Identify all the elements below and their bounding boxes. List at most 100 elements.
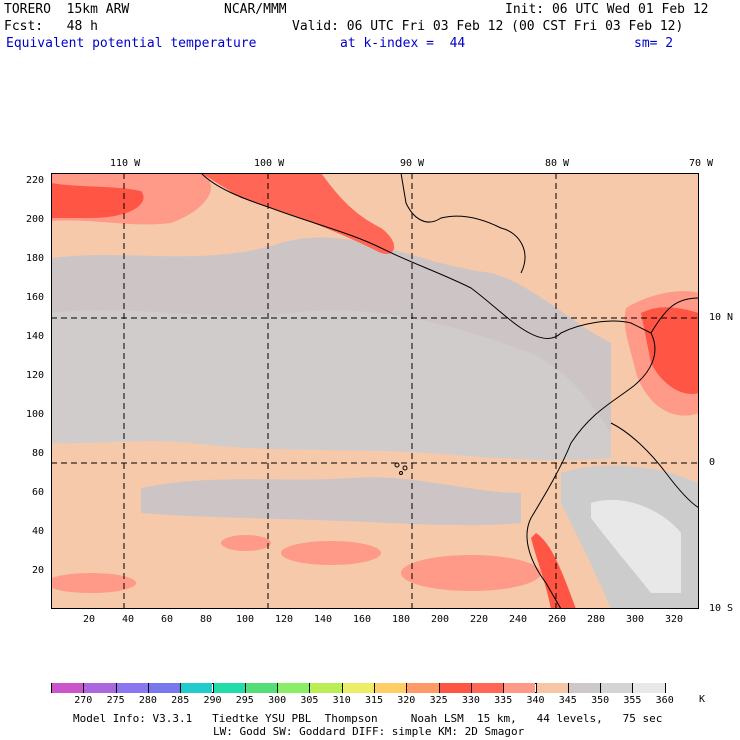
x-tick: 60 — [161, 614, 174, 625]
lon-label-70w: 70 W — [689, 158, 714, 169]
colorbar-swatch — [83, 683, 116, 693]
x-tick: 140 — [314, 614, 333, 625]
colorbar-label: 280 — [138, 695, 157, 706]
x-tick: 180 — [392, 614, 411, 625]
colorbar-swatch — [244, 683, 278, 693]
border-south-america — [610, 422, 700, 509]
colorbar-label: 295 — [235, 695, 254, 706]
colorbar-label: 355 — [623, 695, 642, 706]
colorbar-label: 305 — [300, 695, 319, 706]
forecast-hour: Fcst: 48 h — [4, 19, 98, 34]
theta-e-band-350 — [51, 310, 611, 461]
colorbar-label: 325 — [429, 695, 448, 706]
map-panel — [46, 172, 700, 610]
x-tick: 200 — [431, 614, 450, 625]
y-tick: 220 — [26, 175, 45, 186]
x-tick: 260 — [548, 614, 567, 625]
model-info: Model Info: V3.3.1 Tiedtke YSU PBL Thomp… — [73, 712, 663, 725]
x-tick: 300 — [626, 614, 645, 625]
colorbar-label: 360 — [655, 695, 674, 706]
lat-label-10s: 10 S — [709, 603, 734, 614]
theta-e-band-330-nw — [51, 183, 144, 218]
theta-e-band-345-south — [141, 477, 521, 526]
org-label: NCAR/MMM — [224, 2, 287, 17]
theta-e-map — [46, 172, 700, 610]
x-tick: 280 — [587, 614, 606, 625]
colorbar-label: 275 — [106, 695, 125, 706]
lon-label-90w: 90 W — [400, 158, 425, 169]
colorbar-swatch — [51, 683, 84, 693]
colorbar-label: 345 — [558, 695, 577, 706]
theta-e-band-330-colombia — [641, 307, 699, 394]
colorbar-swatch — [147, 683, 181, 693]
x-tick: 240 — [509, 614, 528, 625]
colorbar-label: 290 — [203, 695, 222, 706]
colorbar-swatch — [632, 683, 665, 693]
colorbar-label: 340 — [526, 695, 545, 706]
lat-label-equator: 0 — [709, 457, 716, 468]
x-tick: 220 — [470, 614, 489, 625]
x-tick: 160 — [353, 614, 372, 625]
model-physics: LW: Godd SW: Goddard DIFF: simple KM: 2D… — [213, 725, 525, 738]
colorbar-swatch — [567, 683, 601, 693]
x-tick: 100 — [236, 614, 255, 625]
colorbar-swatch — [309, 683, 342, 693]
colorbar-label: 320 — [397, 695, 416, 706]
y-tick: 160 — [26, 292, 45, 303]
coastline-caribbean — [400, 172, 526, 274]
y-tick: 100 — [26, 409, 45, 420]
x-tick: 20 — [83, 614, 96, 625]
lon-label-100w: 100 W — [254, 158, 285, 169]
colorbar-unit: K — [699, 694, 706, 705]
colorbar-label: 330 — [461, 695, 480, 706]
colorbar-swatch — [212, 683, 245, 693]
colorbar-swatch — [600, 683, 633, 693]
colorbar-swatch — [341, 683, 374, 693]
theta-e-patch — [281, 541, 381, 565]
colorbar-label: 285 — [171, 695, 190, 706]
theta-e-patch — [46, 573, 136, 593]
y-tick: 120 — [26, 370, 45, 381]
y-tick: 180 — [26, 253, 45, 264]
colorbar-swatch — [277, 683, 310, 693]
theta-e-patch — [401, 555, 541, 591]
y-tick: 140 — [26, 331, 45, 342]
y-tick: 60 — [32, 487, 45, 498]
valid-time: Valid: 06 UTC Fri 03 Feb 12 (00 CST Fri … — [292, 19, 684, 34]
y-tick: 80 — [32, 448, 45, 459]
colorbar-label: 350 — [591, 695, 610, 706]
galapagos-island — [399, 471, 403, 475]
lon-label-110w: 110 W — [110, 158, 141, 169]
x-tick: 120 — [275, 614, 294, 625]
colorbar-swatch — [374, 683, 407, 693]
y-tick: 20 — [32, 565, 45, 576]
colorbar-label: 270 — [74, 695, 93, 706]
colorbar-label: 310 — [332, 695, 351, 706]
x-tick: 320 — [665, 614, 684, 625]
model-title: TORERO 15km ARW — [4, 2, 130, 17]
theta-e-band-330-peru — [531, 533, 576, 609]
y-tick: 40 — [32, 526, 45, 537]
colorbar-swatch — [438, 683, 471, 693]
colorbar-label: 300 — [268, 695, 287, 706]
colorbar-label: 315 — [364, 695, 384, 706]
x-tick: 40 — [122, 614, 135, 625]
colorbar-swatch — [180, 683, 213, 693]
smoothing-label: sm= 2 — [634, 36, 674, 51]
coastline-venezuela — [650, 297, 700, 334]
colorbar-label: 335 — [494, 695, 513, 706]
galapagos-island — [402, 465, 408, 471]
level-label: at k-index = 44 — [340, 36, 466, 51]
theta-e-patch — [221, 535, 271, 551]
colorbar-swatch — [115, 683, 148, 693]
colorbar-swatch — [664, 683, 697, 693]
colorbar-swatch — [406, 683, 439, 693]
colorbar-swatch — [535, 683, 568, 693]
theta-e-high-white — [591, 499, 681, 593]
field-name: Equivalent potential temperature — [6, 36, 257, 51]
x-tick: 80 — [200, 614, 213, 625]
map-frame — [51, 173, 699, 609]
colorbar-swatch — [503, 683, 536, 693]
lon-label-80w: 80 W — [545, 158, 570, 169]
y-tick: 200 — [26, 214, 45, 225]
